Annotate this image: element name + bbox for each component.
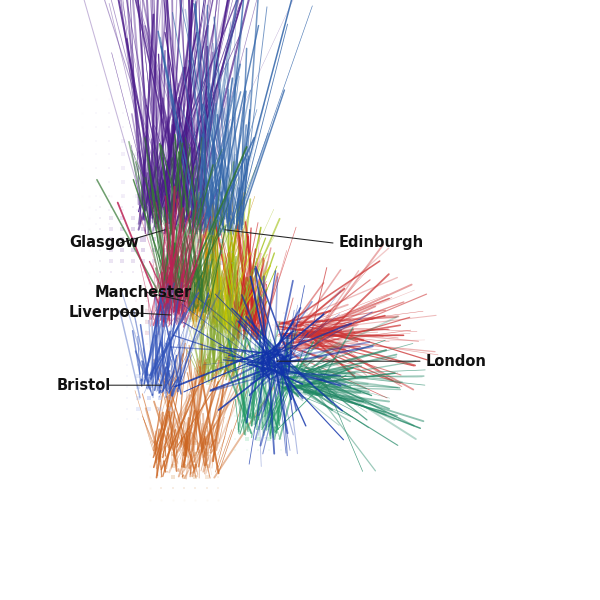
Text: Manchester: Manchester <box>95 284 192 299</box>
Text: Bristol: Bristol <box>57 378 111 393</box>
Text: Edinburgh: Edinburgh <box>339 235 424 251</box>
Text: Glasgow: Glasgow <box>69 235 139 251</box>
Text: London: London <box>426 353 487 368</box>
Text: Liverpool: Liverpool <box>69 304 146 319</box>
